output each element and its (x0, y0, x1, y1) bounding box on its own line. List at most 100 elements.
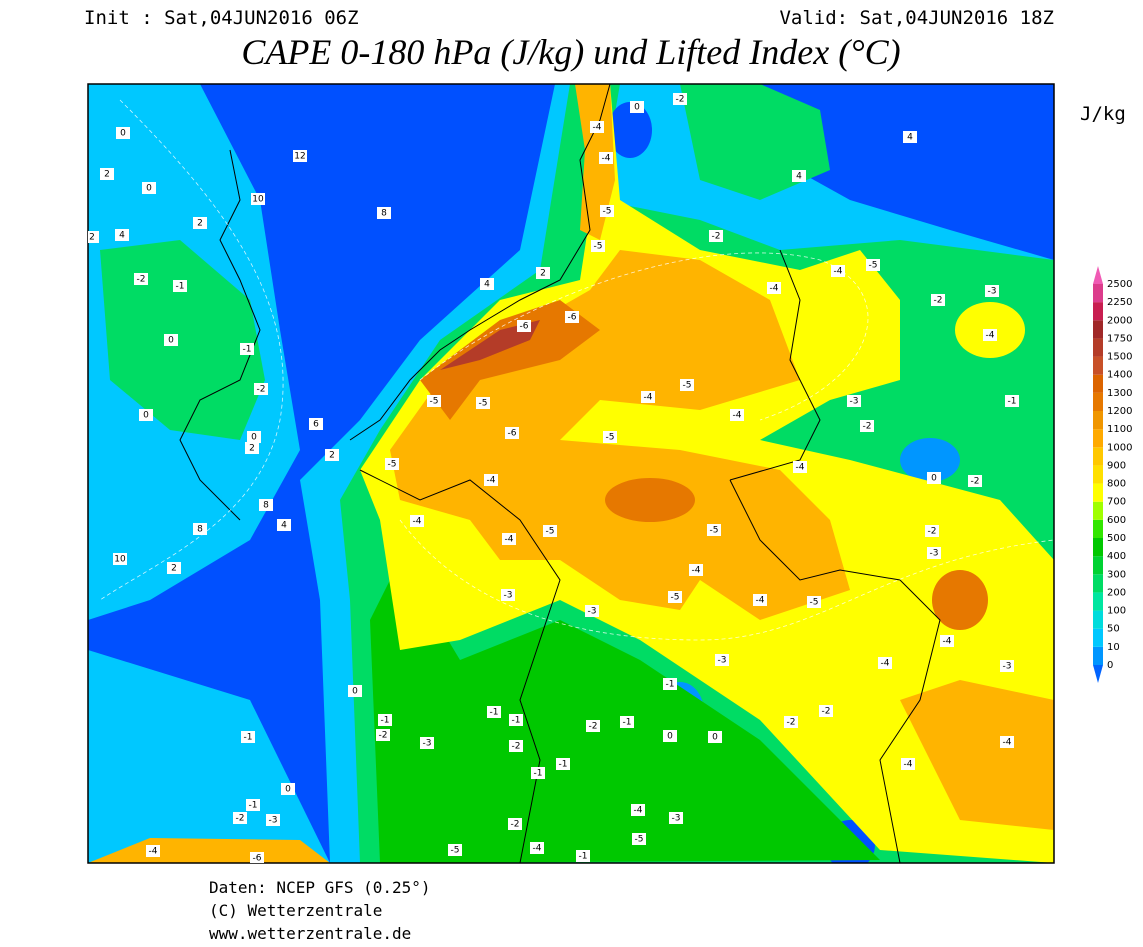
contour-label: -5 (430, 397, 439, 407)
contour-label-box (708, 731, 722, 743)
contour-label: -2 (712, 232, 721, 242)
contour-label-box (448, 844, 462, 856)
contour-label: 0 (251, 433, 257, 443)
contour-label-box (502, 533, 516, 545)
contour-label-box (376, 729, 390, 741)
contour-label: -4 (881, 659, 890, 669)
contour-label-box (663, 730, 677, 742)
contour-label-box (246, 799, 260, 811)
colorbar-label: 2500 (1107, 279, 1132, 290)
contour-label: -6 (253, 854, 262, 864)
colorbar-label: 2000 (1107, 315, 1132, 326)
contour-label: -1 (512, 716, 521, 726)
contour-label: 4 (281, 521, 287, 531)
contour-label: 2 (540, 269, 546, 279)
contour-label: -1 (666, 680, 675, 690)
contour-label: -2 (379, 731, 388, 741)
contour-label: 8 (381, 209, 387, 219)
contour-label-box (1005, 395, 1019, 407)
contour-label-box (193, 523, 207, 535)
copyright: (C) Wetterzentrale (209, 901, 382, 920)
colorbar-swatch (1093, 592, 1103, 611)
map-frame (87, 83, 1055, 864)
contour-label-box (631, 804, 645, 816)
colorbar-label: 600 (1107, 515, 1126, 526)
contour-label-box (707, 524, 721, 536)
colorbar-swatch (1093, 302, 1103, 321)
contour-label-box (251, 193, 265, 205)
contour-label: -6 (520, 322, 529, 332)
contour-label-box (167, 562, 181, 574)
contour-label: -1 (176, 282, 185, 292)
colorbar-label: 2250 (1107, 297, 1132, 308)
contour-label-box (600, 205, 614, 217)
contour-label-box (193, 217, 207, 229)
contour-label: -2 (928, 527, 937, 537)
contour-label: -4 (770, 284, 779, 294)
contour-label: -4 (943, 637, 952, 647)
contour-label: 0 (120, 129, 126, 139)
contour-label: -3 (718, 656, 727, 666)
contour-label-box (378, 714, 392, 726)
colorbar-swatch (1093, 374, 1103, 393)
contour-label-box (536, 267, 550, 279)
contour-label-box (348, 685, 362, 697)
contour-label: -2 (934, 296, 943, 306)
colorbar-label: 1500 (1107, 352, 1132, 363)
contour-label: -4 (413, 517, 422, 527)
contour-label: -3 (588, 607, 597, 617)
valid-time: Valid: Sat,04JUN2016 18Z (779, 7, 1054, 29)
contour-label: 2 (197, 219, 203, 229)
colorbar-low (1093, 665, 1103, 683)
contour-label-box (531, 767, 545, 779)
contour-label-box (254, 383, 268, 395)
contour-label-box (784, 716, 798, 728)
contour-label-box (509, 714, 523, 726)
contour-label: 0 (712, 733, 718, 743)
contour-label-box (663, 678, 677, 690)
colorbar-swatch (1093, 284, 1103, 303)
colorbar-swatch (1093, 411, 1103, 430)
contour-label: -5 (671, 593, 680, 603)
website: www.wetterzentrale.de (209, 924, 411, 943)
contour-label: -5 (606, 433, 615, 443)
contour-label-box (819, 705, 833, 717)
colorbar-label: 500 (1107, 533, 1126, 544)
contour-label-box (233, 812, 247, 824)
contour-label: -4 (756, 596, 765, 606)
contour-label-box (1000, 660, 1014, 672)
contour-label-box (931, 294, 945, 306)
contour-label-box (173, 280, 187, 292)
contour-label: -1 (243, 345, 252, 355)
contour-label: 8 (197, 525, 203, 535)
contour-label-box (543, 525, 557, 537)
contour-label-box (250, 852, 264, 863)
contour-label-box (241, 731, 255, 743)
contour-label-box (385, 458, 399, 470)
contour-label: -1 (1008, 397, 1017, 407)
contour-label: 8 (263, 501, 269, 511)
colorbar-swatch (1093, 447, 1103, 466)
contour-label-box (730, 409, 744, 421)
contour-label-box (709, 230, 723, 242)
colorbar-label: 50 (1107, 624, 1120, 635)
data-source: Daten: NCEP GFS (0.25°) (209, 878, 431, 897)
contour-label-box (277, 519, 291, 531)
contour-label: -3 (930, 549, 939, 559)
contour-label-box (590, 121, 604, 133)
contour-label-box (88, 231, 99, 243)
contour-label-box (847, 395, 861, 407)
contour-label: -2 (822, 707, 831, 717)
contour-label: -1 (244, 733, 253, 743)
contour-label: 0 (143, 411, 149, 421)
colorbar-label: 700 (1107, 497, 1126, 508)
contour-label: -5 (869, 261, 878, 271)
contour-label: -3 (988, 287, 997, 297)
contour-label-box (309, 418, 323, 430)
contour-label-box (281, 783, 295, 795)
contour-label: 0 (285, 785, 291, 795)
contour-label: -5 (603, 207, 612, 217)
contour-label: 2 (171, 564, 177, 574)
contour-label: -2 (137, 275, 146, 285)
